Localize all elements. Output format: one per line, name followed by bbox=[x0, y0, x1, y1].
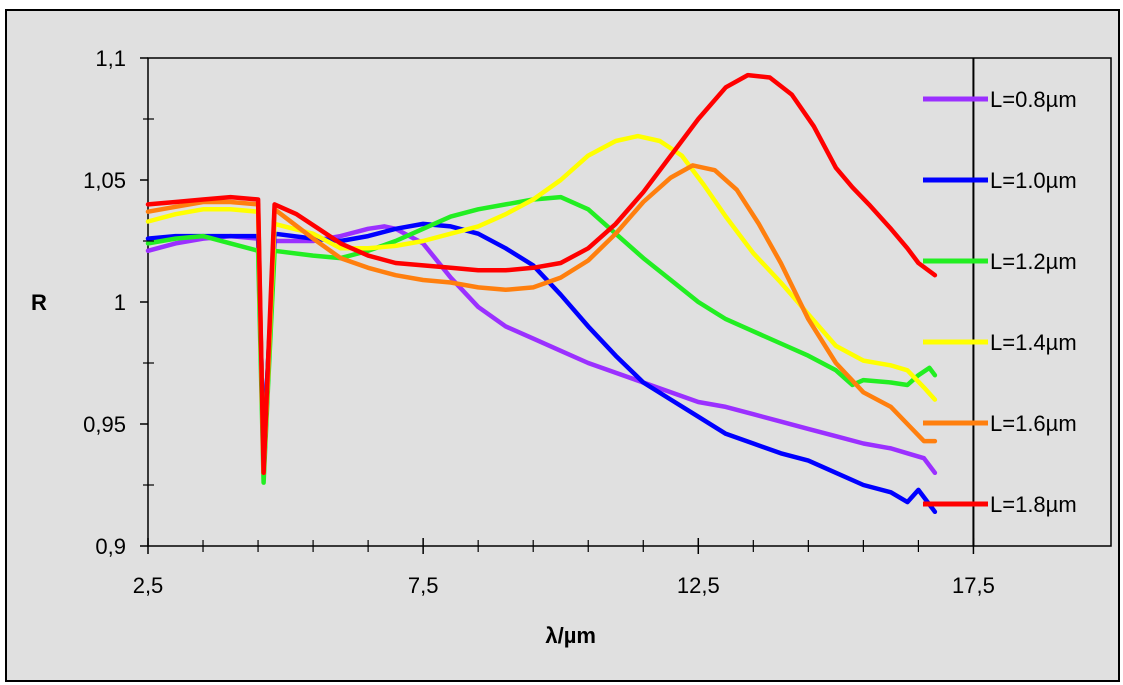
legend-label-6: L=1.8µm bbox=[990, 492, 1077, 517]
x-tick-label: 7,5 bbox=[408, 573, 439, 598]
x-tick-label: 2,5 bbox=[133, 573, 164, 598]
legend: L=0.8µm L=1.0µm L=1.2µm L=1.4µm L=1.6µm L=1.8… bbox=[923, 87, 1077, 517]
plot-border bbox=[147, 57, 1112, 547]
legend-label-1: L=0.8µm bbox=[990, 87, 1077, 112]
y-tick-label: 1,05 bbox=[83, 168, 126, 193]
legend-label-3: L=1.2µm bbox=[990, 249, 1077, 274]
y-tick-label: 1,1 bbox=[95, 46, 126, 71]
series-line-6 bbox=[145, 72, 938, 476]
x-axis-title: λ/µm bbox=[545, 623, 596, 648]
legend-label-2: L=1.0µm bbox=[990, 168, 1077, 193]
y-tick-label: 0,95 bbox=[83, 412, 126, 437]
series-layer bbox=[145, 72, 938, 515]
chart-frame: 0,9 0,95 1 1,05 1,1 2,5 7,5 12,5 17,5 L=0.8µm L=1… bbox=[5, 9, 1120, 682]
legend-label-4: L=1.4µm bbox=[990, 330, 1077, 355]
plot-area bbox=[147, 57, 1112, 547]
y-axis-title: R bbox=[31, 290, 47, 315]
y-tick-label: 0,9 bbox=[95, 534, 126, 559]
axes-layer: 0,9 0,95 1 1,05 1,1 2,5 7,5 12,5 17,5 bbox=[83, 46, 995, 598]
x-tick-label: 12,5 bbox=[677, 573, 720, 598]
x-tick-label: 17,5 bbox=[952, 573, 995, 598]
chart-svg: 0,9 0,95 1 1,05 1,1 2,5 7,5 12,5 17,5 L=0.8µm L=1… bbox=[31, 46, 1112, 648]
legend-label-5: L=1.6µm bbox=[990, 411, 1077, 436]
y-tick-label: 1 bbox=[114, 290, 126, 315]
